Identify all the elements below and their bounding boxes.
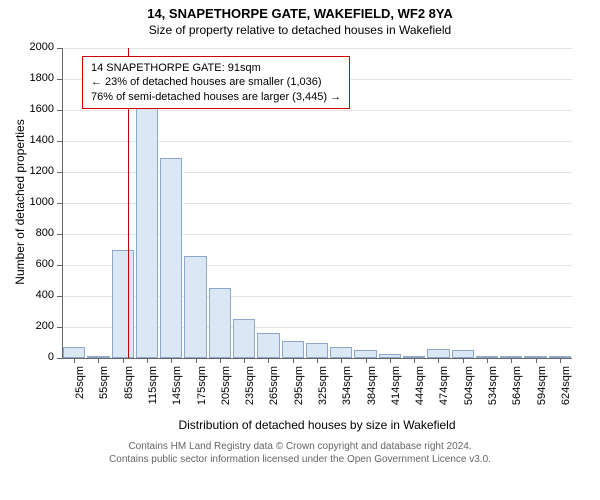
title-main: 14, SNAPETHORPE GATE, WAKEFIELD, WF2 8YA	[0, 0, 600, 21]
y-tick-label: 800	[14, 227, 54, 239]
x-tick-label: 354sqm	[341, 366, 353, 416]
y-tick-label: 2000	[14, 41, 54, 53]
callout-line3: 76% of semi-detached houses are larger (…	[91, 90, 341, 104]
histogram-bar	[427, 349, 449, 358]
histogram-bar	[330, 347, 352, 358]
x-tick-label: 325sqm	[317, 366, 329, 416]
y-tick-label: 1600	[14, 103, 54, 115]
histogram-bar	[306, 343, 328, 359]
histogram-bar	[184, 256, 206, 358]
grid-line	[62, 48, 572, 49]
y-tick-label: 1200	[14, 165, 54, 177]
x-tick-label: 295sqm	[293, 366, 305, 416]
y-tick-label: 1400	[14, 134, 54, 146]
x-axis-line	[62, 358, 572, 359]
x-tick-label: 474sqm	[438, 366, 450, 416]
callout-line2: ← 23% of detached houses are smaller (1,…	[91, 75, 341, 89]
y-tick-label: 1800	[14, 72, 54, 84]
footer: Contains HM Land Registry data © Crown c…	[0, 440, 600, 466]
y-tick-label: 400	[14, 289, 54, 301]
callout-box: 14 SNAPETHORPE GATE: 91sqm ← 23% of deta…	[82, 56, 350, 109]
y-axis-line	[62, 48, 63, 358]
x-tick-label: 534sqm	[487, 366, 499, 416]
histogram-bar	[354, 350, 376, 358]
x-tick-label: 235sqm	[244, 366, 256, 416]
x-tick-label: 384sqm	[366, 366, 378, 416]
histogram-bar	[282, 341, 304, 358]
histogram-bar	[160, 158, 182, 358]
y-tick-label: 600	[14, 258, 54, 270]
y-tick-label: 1000	[14, 196, 54, 208]
histogram-bar	[257, 333, 279, 358]
x-tick-label: 414sqm	[390, 366, 402, 416]
x-tick-label: 145sqm	[171, 366, 183, 416]
x-tick-label: 55sqm	[98, 366, 110, 416]
histogram-bar	[63, 347, 85, 358]
histogram-bar	[233, 319, 255, 358]
x-axis-label: Distribution of detached houses by size …	[62, 418, 572, 432]
callout-line1: 14 SNAPETHORPE GATE: 91sqm	[91, 61, 341, 75]
x-tick-label: 594sqm	[536, 366, 548, 416]
footer-line2: Contains public sector information licen…	[0, 453, 600, 466]
x-tick-label: 25sqm	[74, 366, 86, 416]
x-tick-label: 504sqm	[463, 366, 475, 416]
x-tick-label: 564sqm	[511, 366, 523, 416]
x-tick-label: 624sqm	[560, 366, 572, 416]
title-sub: Size of property relative to detached ho…	[0, 21, 600, 37]
x-tick-label: 444sqm	[414, 366, 426, 416]
chart-container: 14, SNAPETHORPE GATE, WAKEFIELD, WF2 8YA…	[0, 0, 600, 500]
x-tick-label: 115sqm	[147, 366, 159, 416]
histogram-bar	[452, 350, 474, 358]
footer-line1: Contains HM Land Registry data © Crown c…	[0, 440, 600, 453]
histogram-bar	[136, 107, 158, 358]
histogram-bar	[112, 250, 134, 359]
y-tick-label: 0	[14, 351, 54, 363]
histogram-bar	[209, 288, 231, 358]
x-tick-label: 205sqm	[220, 366, 232, 416]
x-tick-label: 85sqm	[123, 366, 135, 416]
x-tick-label: 175sqm	[196, 366, 208, 416]
y-tick-label: 200	[14, 320, 54, 332]
x-tick-label: 265sqm	[268, 366, 280, 416]
